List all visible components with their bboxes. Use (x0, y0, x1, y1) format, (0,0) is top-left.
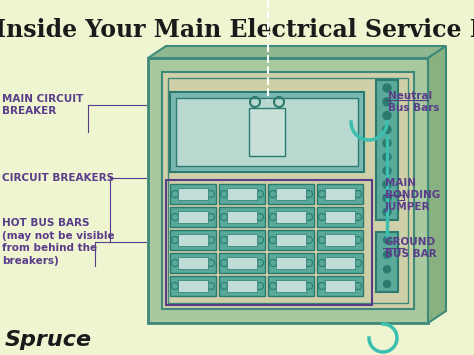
Bar (178, 188, 208, 200)
Circle shape (383, 98, 391, 106)
Text: GROUND
BUS BAR: GROUND BUS BAR (385, 237, 437, 259)
Bar (317, 184, 363, 204)
Circle shape (383, 236, 391, 244)
Bar (219, 276, 265, 296)
Bar (317, 253, 363, 273)
Bar (276, 257, 306, 269)
Polygon shape (148, 46, 446, 58)
Text: Inside Your Main Electrical Service Panel: Inside Your Main Electrical Service Pane… (0, 18, 474, 42)
Bar (176, 98, 358, 166)
Bar (170, 276, 216, 296)
Bar (268, 230, 314, 250)
Bar (276, 211, 306, 223)
Bar (219, 230, 265, 250)
Text: Neutral
Bus Bars: Neutral Bus Bars (388, 91, 439, 113)
Bar (178, 211, 208, 223)
Circle shape (383, 166, 391, 175)
Text: MAIN CIRCUIT
BREAKER: MAIN CIRCUIT BREAKER (2, 94, 83, 116)
Circle shape (383, 208, 391, 216)
Bar (317, 207, 363, 227)
Bar (325, 211, 355, 223)
Text: CIRCUIT BREAKERS: CIRCUIT BREAKERS (2, 173, 114, 183)
Bar (170, 207, 216, 227)
Circle shape (383, 139, 391, 147)
Bar (268, 276, 314, 296)
Bar (178, 234, 208, 246)
Bar (227, 280, 257, 292)
Circle shape (383, 180, 391, 189)
Bar (268, 253, 314, 273)
Circle shape (383, 125, 391, 133)
Bar (170, 184, 216, 204)
Bar (219, 184, 265, 204)
Circle shape (383, 84, 391, 92)
Bar (268, 207, 314, 227)
Circle shape (383, 251, 391, 258)
Text: MAIN
BONDING
JUMPER: MAIN BONDING JUMPER (385, 178, 440, 212)
Bar (227, 257, 257, 269)
Bar (317, 230, 363, 250)
Circle shape (383, 266, 391, 273)
Bar (376, 232, 398, 292)
Bar (325, 257, 355, 269)
Bar (325, 234, 355, 246)
Bar (227, 234, 257, 246)
Circle shape (383, 280, 391, 288)
Bar (276, 280, 306, 292)
Bar (148, 58, 428, 323)
Bar (325, 188, 355, 200)
Bar (219, 207, 265, 227)
Bar (166, 180, 372, 305)
Bar (227, 211, 257, 223)
Bar (170, 92, 364, 172)
Bar (276, 234, 306, 246)
Bar (325, 280, 355, 292)
Bar (249, 108, 285, 156)
Bar (219, 253, 265, 273)
Bar (170, 230, 216, 250)
Circle shape (383, 153, 391, 161)
Bar (170, 253, 216, 273)
Bar (178, 257, 208, 269)
Bar (178, 280, 208, 292)
Bar (168, 78, 408, 303)
Circle shape (383, 194, 391, 202)
Circle shape (383, 111, 391, 120)
Bar (227, 188, 257, 200)
Text: HOT BUS BARS
(may not be visible
from behind the
breakers): HOT BUS BARS (may not be visible from be… (2, 218, 115, 266)
Bar (268, 184, 314, 204)
Text: Spruce: Spruce (5, 330, 92, 350)
Polygon shape (428, 46, 446, 323)
Bar (376, 80, 398, 220)
Bar (276, 188, 306, 200)
Bar (317, 276, 363, 296)
Bar (162, 72, 414, 309)
